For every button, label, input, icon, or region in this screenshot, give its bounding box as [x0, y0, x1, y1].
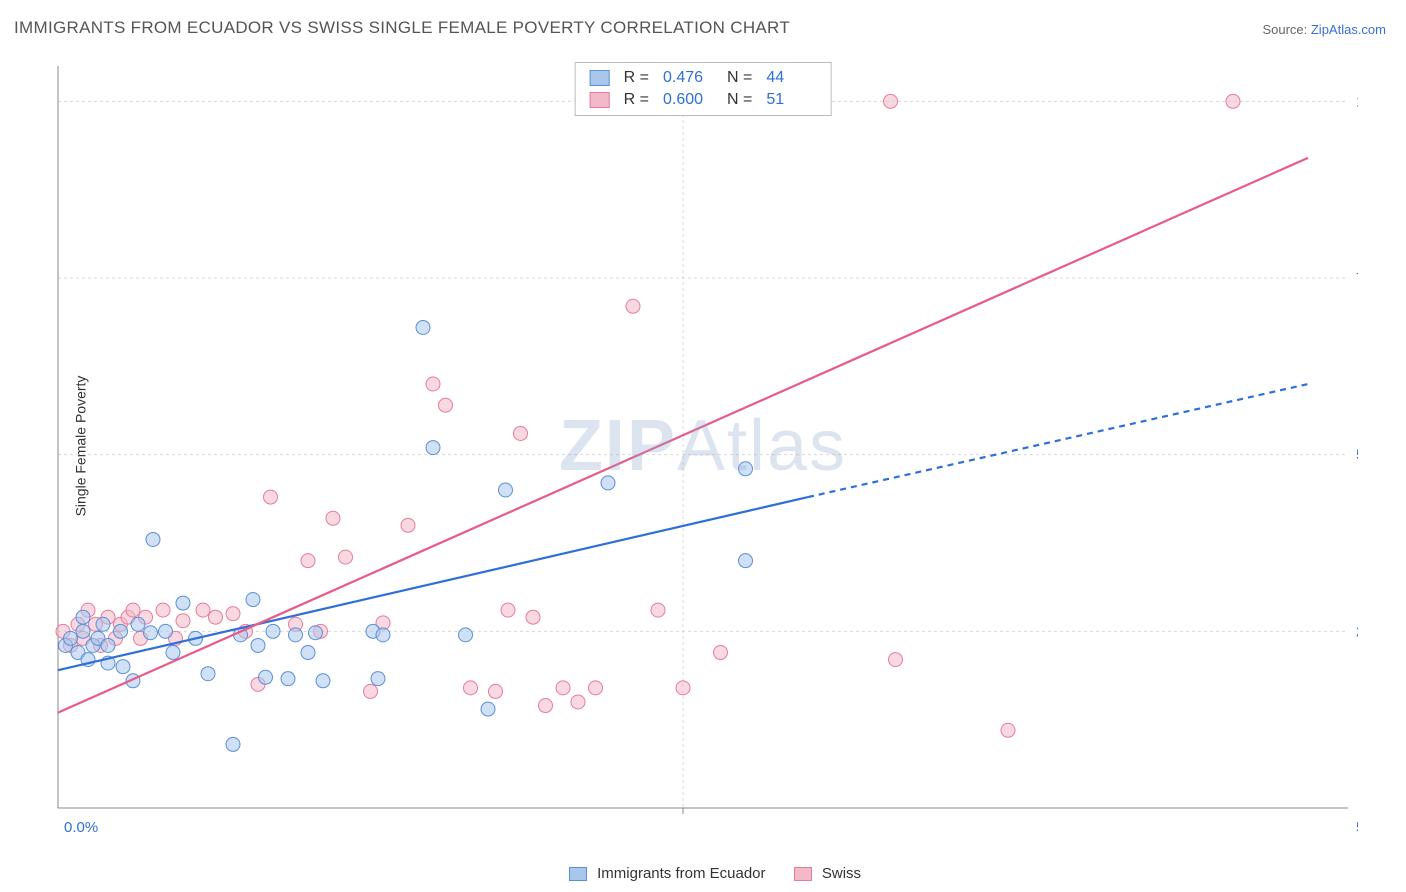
svg-text:50.0%: 50.0%: [1356, 819, 1358, 836]
chart-svg: 25.0% 50.0% 75.0% 100.0% 0.0% 50.0%: [48, 48, 1358, 838]
stats-r-label: R =: [624, 69, 649, 87]
legend-label-swiss: Swiss: [822, 865, 861, 882]
legend-label-ecuador: Immigrants from Ecuador: [597, 865, 765, 882]
svg-text:25.0%: 25.0%: [1356, 623, 1358, 640]
svg-text:75.0%: 75.0%: [1356, 270, 1358, 287]
stats-r-value: 0.476: [663, 69, 713, 87]
source-attribution: Source: ZipAtlas.com: [1262, 22, 1386, 37]
stats-r-value: 0.600: [663, 91, 713, 109]
stats-row-swiss: R = 0.600 N = 51: [576, 89, 831, 111]
stats-swatch-ecuador: [590, 70, 610, 86]
stats-r-label: R =: [624, 91, 649, 109]
source-link[interactable]: ZipAtlas.com: [1311, 22, 1386, 37]
bottom-legend: Immigrants from Ecuador Swiss: [0, 865, 1406, 882]
stats-row-ecuador: R = 0.476 N = 44: [576, 67, 831, 89]
svg-text:50.0%: 50.0%: [1356, 447, 1358, 464]
stats-n-value: 44: [766, 69, 816, 87]
legend-swatch-ecuador: [569, 867, 587, 881]
chart-title: IMMIGRANTS FROM ECUADOR VS SWISS SINGLE …: [14, 18, 790, 38]
source-label: Source:: [1262, 22, 1310, 37]
svg-text:100.0%: 100.0%: [1356, 93, 1358, 110]
stats-n-label: N =: [727, 69, 752, 87]
stats-legend-box: R = 0.476 N = 44 R = 0.600 N = 51: [575, 62, 832, 116]
legend-swatch-swiss: [794, 867, 812, 881]
chart-container: IMMIGRANTS FROM ECUADOR VS SWISS SINGLE …: [0, 0, 1406, 892]
plot-area: 25.0% 50.0% 75.0% 100.0% 0.0% 50.0%: [48, 48, 1358, 838]
stats-swatch-swiss: [590, 92, 610, 108]
stats-n-label: N =: [727, 91, 752, 109]
stats-n-value: 51: [766, 91, 816, 109]
svg-text:0.0%: 0.0%: [64, 819, 98, 836]
